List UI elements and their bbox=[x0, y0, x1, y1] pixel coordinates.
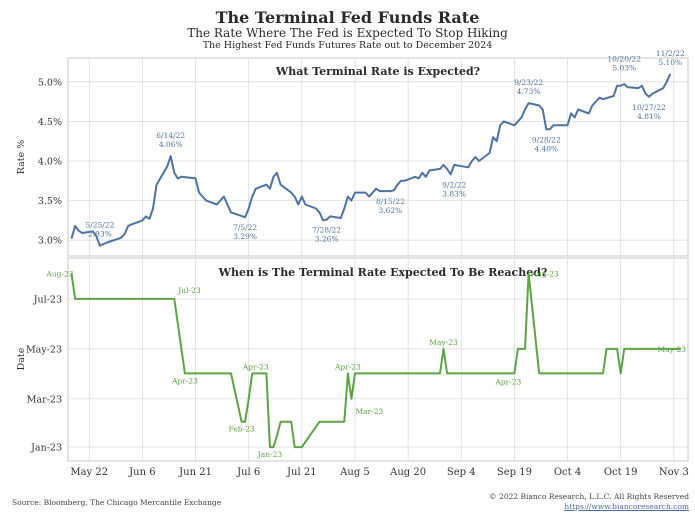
top-annotation-date: 8/15/22 bbox=[376, 197, 405, 206]
bottom-annotation-label: Apr-23 bbox=[171, 376, 198, 385]
terminal-date-line bbox=[70, 272, 681, 449]
top-y-tick-label: 4.5% bbox=[38, 117, 62, 128]
x-tick-label: Aug 20 bbox=[389, 467, 426, 478]
x-tick-label: Jun 21 bbox=[178, 467, 212, 478]
top-annotation-date: 9/2/22 bbox=[442, 180, 466, 189]
x-tick-label: Jun 6 bbox=[128, 467, 155, 478]
top-annotation-value: 3.26% bbox=[315, 235, 339, 244]
top-annotation-date: 9/23/22 bbox=[514, 78, 543, 87]
x-tick-label: May 22 bbox=[70, 467, 108, 478]
bottom-y-tick-label: Mar-23 bbox=[27, 394, 62, 405]
bottom-annotation-label: Jul-23 bbox=[177, 286, 201, 295]
bottom-y-tick-label: May-23 bbox=[26, 344, 62, 355]
top-annotation-value: 4.40% bbox=[534, 144, 558, 153]
bottom-annotation-label: Apr-23 bbox=[334, 362, 361, 371]
copyright-note: © 2022 Bianco Research, L.L.C. All Right… bbox=[489, 492, 689, 501]
top-annotation-date: 11/2/22 bbox=[656, 49, 685, 58]
website-link[interactable]: https://www.biancoresearch.com bbox=[564, 502, 689, 511]
bottom-y-axis-label: Date bbox=[16, 347, 27, 370]
bottom-y-tick-label: Jul-23 bbox=[33, 294, 62, 305]
top-annotation-value: 4.81% bbox=[637, 112, 661, 121]
top-annotation-value: 5.03% bbox=[612, 63, 636, 72]
top-annotation-value: 4.73% bbox=[517, 87, 541, 96]
bottom-annotation-label: Aug-23 bbox=[531, 270, 559, 279]
x-tick-label: Jul 6 bbox=[236, 467, 260, 478]
top-annotation-date: 6/14/22 bbox=[156, 131, 185, 140]
bottom-panel-frame bbox=[67, 257, 689, 462]
x-tick-label: Aug 5 bbox=[339, 467, 370, 478]
top-annotation-date: 7/5/22 bbox=[233, 223, 257, 232]
top-annotation-date: 7/28/22 bbox=[312, 226, 341, 235]
source-note: Source: Bloomberg, The Chicago Mercantil… bbox=[12, 498, 222, 507]
top-y-tick-label: 5.0% bbox=[38, 77, 62, 88]
top-annotation-value: 3.29% bbox=[233, 232, 257, 241]
top-y-tick-label: 3.0% bbox=[38, 236, 62, 247]
x-tick-label: Oct 4 bbox=[554, 467, 581, 478]
bottom-panel-title: When is The Terminal Rate Expected To Be… bbox=[218, 266, 548, 279]
terminal-rate-line bbox=[70, 73, 672, 247]
chart-title: The Terminal Fed Funds Rate bbox=[215, 8, 480, 27]
top-annotation-value: 4.06% bbox=[159, 140, 183, 149]
top-annotation-date: 10/27/22 bbox=[632, 103, 666, 112]
top-annotation-date: 10/20/22 bbox=[607, 54, 641, 63]
x-tick-label: Sep 19 bbox=[497, 467, 532, 478]
top-annotation-value: 3.83% bbox=[442, 189, 466, 198]
bottom-annotation-label: May-23 bbox=[429, 338, 458, 347]
top-annotation-date: 5/25/22 bbox=[85, 221, 114, 230]
top-annotation-date: 9/28/22 bbox=[532, 135, 561, 144]
copyright-block: © 2022 Bianco Research, L.L.C. All Right… bbox=[489, 492, 689, 512]
bottom-annotation-label: Apr-23 bbox=[494, 377, 521, 386]
top-panel-title: What Terminal Rate is Expected? bbox=[275, 65, 480, 78]
bottom-annotation-label: Mar-23 bbox=[355, 407, 383, 416]
x-tick-label: Oct 19 bbox=[604, 467, 638, 478]
top-annotation-value: 5.10% bbox=[658, 58, 682, 67]
top-annotation-value: 2.93% bbox=[88, 230, 112, 239]
bottom-annotation-label: Jan-23 bbox=[257, 450, 283, 459]
top-y-tick-label: 4.0% bbox=[38, 156, 62, 167]
chart-subtitle: The Rate Where The Fed is Expected To St… bbox=[187, 26, 508, 40]
top-y-tick-label: 3.5% bbox=[38, 196, 62, 207]
top-y-axis-label: Rate % bbox=[16, 140, 27, 175]
bottom-annotation-label: May-23 bbox=[658, 345, 687, 354]
bottom-annotation-label: Aug-23 bbox=[45, 270, 73, 279]
x-tick-label: Nov 3 bbox=[659, 467, 689, 478]
x-tick-label: Sep 4 bbox=[447, 467, 476, 478]
bottom-y-tick-label: Jan-23 bbox=[30, 443, 62, 454]
chart-subtitle-2: The Highest Fed Funds Futures Rate out t… bbox=[202, 40, 493, 51]
top-panel-frame bbox=[67, 57, 689, 257]
bottom-annotation-label: Apr-23 bbox=[242, 362, 269, 371]
top-annotation-value: 3.62% bbox=[378, 206, 402, 215]
bottom-annotation-label: Feb-23 bbox=[229, 425, 255, 434]
x-tick-label: Jul 21 bbox=[286, 467, 317, 478]
